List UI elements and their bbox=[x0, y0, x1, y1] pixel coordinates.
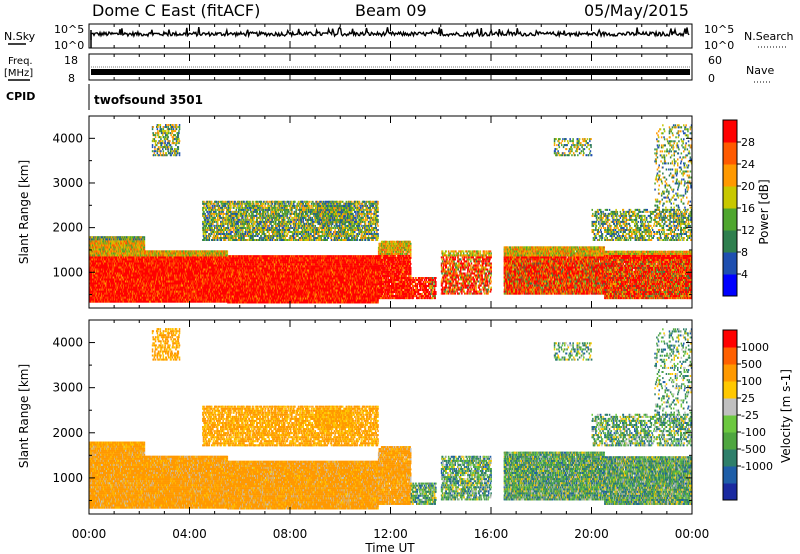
power-cell bbox=[143, 244, 146, 247]
power-cell bbox=[143, 242, 146, 245]
freq-tick-bottom: 8 bbox=[68, 72, 75, 85]
power-cell bbox=[143, 246, 146, 249]
freq-trace bbox=[91, 66, 690, 75]
nsky-trace-line bbox=[90, 26, 690, 40]
station-title: Dome C East (fitACF) bbox=[92, 1, 260, 20]
freq-tick-top: 18 bbox=[64, 54, 78, 67]
date-title: 05/May/2015 bbox=[584, 1, 689, 20]
nsearch-tick-bottom: 10^0 bbox=[704, 39, 734, 52]
nave-label: Nave bbox=[746, 64, 774, 77]
cpid-value: twofsound 3501 bbox=[94, 93, 203, 107]
nave-tick-bottom: 0 bbox=[708, 72, 715, 85]
freq-label: Freq. bbox=[8, 56, 33, 67]
power-heatmap bbox=[89, 124, 692, 304]
power-cell bbox=[143, 240, 146, 243]
nave-tick-top: 60 bbox=[708, 54, 722, 67]
nsky-tick-top: 10^5 bbox=[54, 23, 84, 36]
freq-unit: [MHz] bbox=[4, 68, 33, 79]
nsearch-label: N.Search bbox=[744, 30, 794, 43]
nsky-label: N.Sky bbox=[4, 30, 36, 43]
cpid-label: CPID bbox=[6, 90, 35, 103]
nsky-tick-bottom: 10^0 bbox=[54, 39, 84, 52]
power-cell bbox=[143, 236, 146, 239]
nsearch-tick-top: 10^5 bbox=[704, 23, 734, 36]
power-cell bbox=[143, 248, 146, 251]
beam-title: Beam 09 bbox=[355, 1, 427, 20]
nsky-trace bbox=[90, 26, 690, 48]
freq-trace-band bbox=[91, 69, 690, 75]
power-cell bbox=[143, 238, 146, 241]
